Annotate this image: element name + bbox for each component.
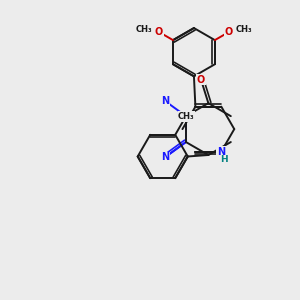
Text: O: O [225,27,233,37]
Text: O: O [155,27,163,37]
Text: N: N [217,146,225,157]
Text: N: N [161,96,169,106]
Text: CH₃: CH₃ [178,112,195,121]
Text: CH₃: CH₃ [235,25,252,34]
Text: H: H [220,155,228,164]
Text: N: N [182,111,190,121]
Text: O: O [197,75,205,85]
Text: CH₃: CH₃ [136,25,153,34]
Text: N: N [161,152,169,162]
